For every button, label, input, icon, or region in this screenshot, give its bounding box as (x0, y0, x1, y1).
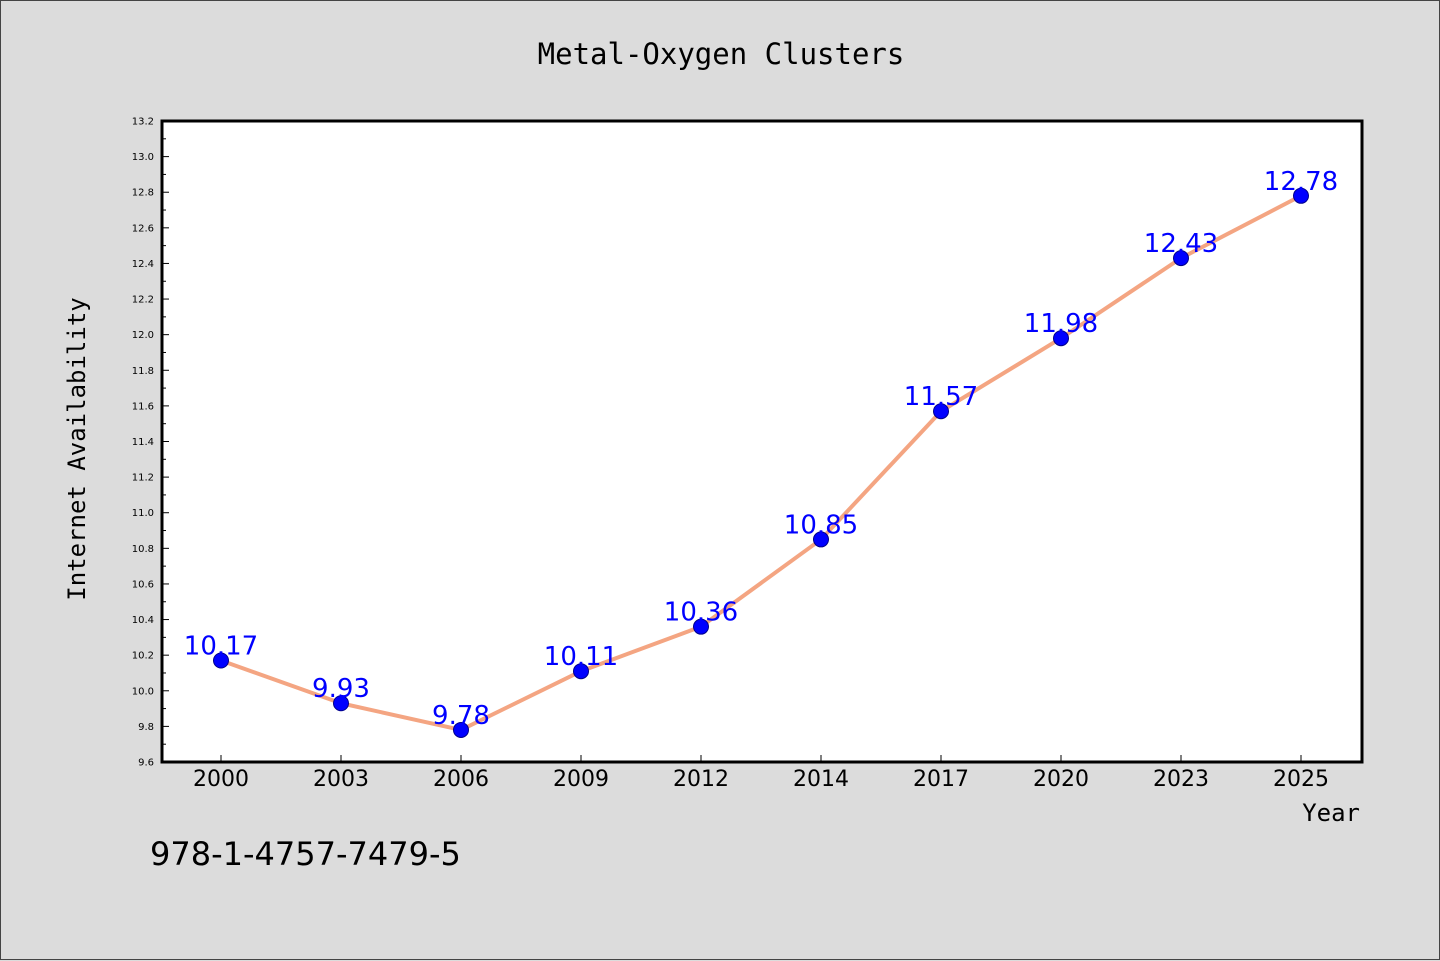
y-tick-label: 11.8 (132, 366, 154, 377)
data-label: 9.78 (432, 701, 490, 731)
x-tick-label: 2000 (193, 767, 249, 792)
data-point (453, 721, 469, 738)
x-tick-label: 2006 (433, 767, 489, 792)
y-tick-label: 10.8 (132, 544, 154, 555)
y-tick-label: 13.2 (132, 117, 154, 128)
x-tick-label: 2017 (913, 767, 969, 792)
data-label: 11.57 (904, 382, 978, 412)
data-label: 11.98 (1024, 309, 1098, 339)
y-tick-label: 10.6 (132, 579, 154, 590)
y-tick-label: 13.0 (132, 152, 154, 163)
data-label: 12.78 (1264, 167, 1338, 197)
y-tick-label: 11.0 (132, 508, 154, 519)
x-tick-label: 2020 (1033, 767, 1089, 792)
y-tick-label: 10.2 (132, 651, 154, 662)
y-tick-label: 9.6 (138, 758, 154, 769)
data-point (693, 618, 709, 635)
x-tick-label: 2003 (313, 767, 369, 792)
data-point (1293, 187, 1309, 204)
isbn-footnote: 978-1-4757-7479-5 (150, 835, 461, 873)
data-point (933, 403, 949, 420)
y-tick-label: 10.0 (132, 686, 154, 697)
data-point (1053, 330, 1069, 347)
x-tick-label: 2012 (673, 767, 729, 792)
data-point (813, 531, 829, 548)
y-tick-label: 9.8 (138, 722, 154, 733)
y-tick-label: 12.2 (132, 295, 154, 306)
series-line (220, 194, 1302, 732)
data-label: 9.93 (312, 674, 370, 704)
data-point (573, 663, 589, 680)
data-markers (213, 187, 1309, 738)
data-label: 10.36 (664, 598, 738, 628)
y-tick-label: 11.4 (132, 437, 154, 448)
data-point (213, 652, 229, 669)
y-tick-label: 12.6 (132, 223, 154, 234)
x-axis-label: Year (1302, 799, 1360, 827)
x-tick-label: 2023 (1153, 767, 1209, 792)
x-tick-label: 2014 (793, 767, 849, 792)
y-tick-label: 12.0 (132, 330, 154, 341)
y-tick-label: 12.4 (132, 259, 154, 270)
data-labels: 10.17 9.93 9.78 10.11 10.36 10.85 11.57 11.98 12… (184, 167, 1338, 731)
data-label: 10.11 (544, 642, 618, 672)
y-tick-label: 11.2 (132, 473, 154, 484)
plot-area (160, 119, 1364, 764)
y-tick-label: 10.4 (132, 615, 154, 626)
x-tick-label: 2009 (553, 767, 609, 792)
data-point (333, 695, 349, 712)
data-label: 12.43 (1144, 229, 1218, 259)
y-axis: 9.6 9.8 10.0 10.2 10.4 10.6 10.8 11.0 11.2 11.4 11… (132, 117, 169, 769)
chart-title: Metal-Oxygen Clusters (538, 37, 905, 71)
x-axis: 2000 2003 2006 2009 2012 2014 2017 2020 2023 2025 (193, 755, 1329, 792)
x-tick-label: 2025 (1273, 767, 1329, 792)
data-label: 10.85 (784, 510, 858, 540)
y-tick-label: 11.6 (132, 401, 154, 412)
data-point (1173, 250, 1189, 267)
y-tick-label: 12.8 (132, 188, 154, 199)
data-label: 10.17 (184, 632, 258, 662)
y-axis-label: Internet Availability (63, 297, 91, 600)
